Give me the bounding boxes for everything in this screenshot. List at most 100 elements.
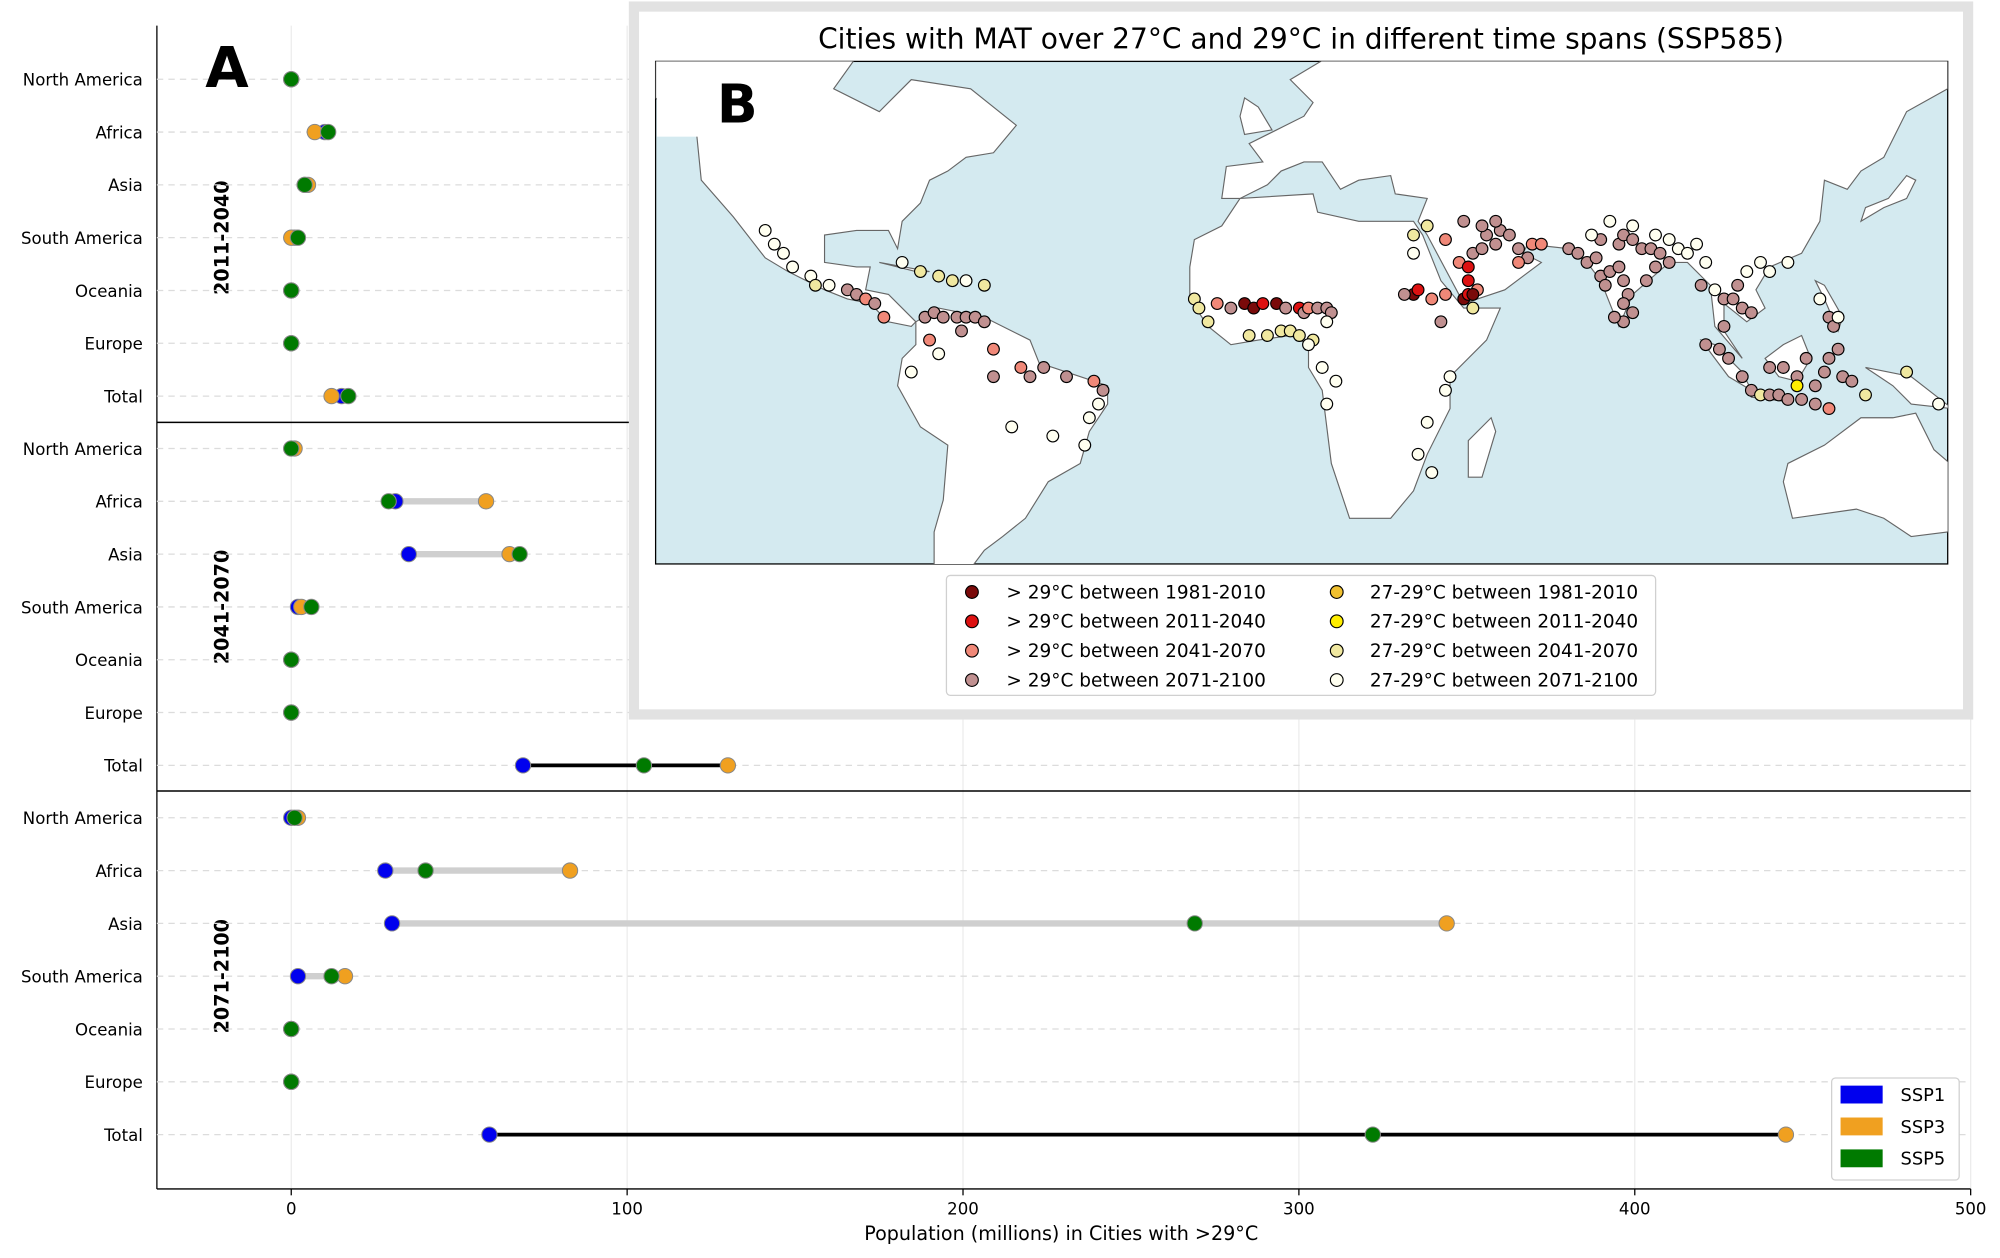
city-point — [777, 246, 790, 260]
point-ssp1 — [481, 1126, 498, 1143]
point-ssp3 — [561, 862, 579, 879]
city-point — [913, 265, 927, 278]
region-label: Oceania — [75, 651, 143, 670]
region-label: South America — [21, 598, 143, 617]
point-ssp1 — [514, 757, 532, 774]
city-point — [1534, 237, 1548, 251]
city-point — [1037, 361, 1051, 374]
city-point — [1617, 297, 1630, 310]
city-point — [1808, 379, 1822, 393]
city-point — [767, 237, 781, 251]
city-point — [786, 260, 800, 274]
city-point — [1425, 292, 1439, 306]
point-ssp5 — [417, 862, 434, 879]
city-point — [1046, 429, 1060, 443]
city-point — [1822, 402, 1836, 416]
city-point — [977, 315, 991, 329]
city-point — [1315, 361, 1329, 374]
city-point — [1512, 255, 1525, 269]
legend-label: SSP1 — [1901, 1085, 1946, 1106]
city-point — [1763, 361, 1777, 374]
x-tick-label: 400 — [1619, 1199, 1651, 1218]
city-point — [1407, 246, 1420, 260]
city-point — [1699, 338, 1713, 352]
city-point — [1224, 301, 1238, 315]
city-point — [1260, 329, 1274, 342]
city-point — [1461, 260, 1475, 274]
city-point — [1603, 214, 1617, 228]
point-ssp5 — [320, 123, 337, 141]
city-point — [1626, 306, 1640, 320]
city-point — [987, 342, 1000, 356]
city-point — [1708, 283, 1722, 297]
point-ssp3 — [477, 493, 495, 510]
group-label: 2071-2100 — [210, 919, 233, 1033]
x-tick-label: 300 — [1283, 1199, 1315, 1218]
city-point — [1489, 237, 1503, 251]
city-point — [932, 269, 946, 283]
x-tick-label: 0 — [286, 1199, 297, 1218]
point-ssp3 — [719, 757, 737, 774]
city-point — [1649, 228, 1662, 242]
point-ssp5 — [303, 598, 320, 616]
city-point — [1662, 233, 1676, 247]
map-legend-marker — [964, 614, 979, 629]
city-point — [1461, 274, 1475, 288]
point-ssp1 — [289, 968, 307, 985]
city-point — [1087, 374, 1101, 388]
map-legend-box — [945, 574, 1657, 696]
point-ssp5 — [283, 440, 300, 457]
city-point — [1813, 292, 1827, 306]
point-ssp5 — [283, 651, 300, 668]
city-point — [936, 310, 950, 324]
point-ssp3 — [1438, 915, 1455, 932]
city-point — [1329, 374, 1343, 388]
region-label: South America — [21, 229, 143, 248]
city-point — [1740, 265, 1754, 278]
city-point — [1585, 228, 1599, 242]
city-point — [1434, 315, 1448, 329]
city-point — [1744, 306, 1758, 320]
map-legend-marker — [1329, 643, 1344, 658]
map-legend-label: > 29°C between 1981-2010 — [1006, 582, 1265, 603]
legend-swatch-ssp1 — [1840, 1085, 1883, 1104]
point-ssp5 — [283, 1020, 300, 1038]
region-label: Europe — [85, 704, 143, 723]
city-point — [1023, 370, 1037, 384]
point-ssp5 — [296, 176, 313, 194]
point-ssp5 — [286, 809, 303, 826]
region-label: Oceania — [75, 282, 143, 301]
map-legend-marker — [964, 673, 979, 687]
city-point — [1420, 415, 1434, 429]
city-point — [959, 274, 973, 288]
point-ssp5 — [283, 1073, 300, 1090]
landmass-eurasia — [1221, 61, 1948, 359]
group-label: 2041-2070 — [210, 550, 233, 664]
city-point — [1649, 260, 1662, 274]
region-label: Total — [103, 757, 143, 776]
city-point — [1078, 438, 1092, 452]
city-point — [1681, 246, 1694, 260]
city-point — [1699, 255, 1713, 269]
map-legend-marker — [1329, 585, 1344, 599]
point-ssp1 — [377, 862, 394, 879]
landmass-madagascar — [1467, 416, 1497, 478]
city-point — [1320, 397, 1334, 411]
city-point — [1754, 255, 1767, 269]
city-point — [1712, 342, 1726, 356]
region-label: North America — [23, 440, 143, 459]
city-point — [1831, 310, 1845, 324]
point-ssp1 — [400, 545, 417, 563]
region-label: Asia — [108, 176, 143, 195]
region-label: Africa — [96, 862, 143, 881]
point-ssp5 — [1364, 1126, 1381, 1143]
city-point — [955, 324, 968, 338]
city-point — [1617, 274, 1630, 288]
x-axis-label: Population (millions) in Cities with >29… — [864, 1222, 1258, 1245]
region-label: North America — [23, 71, 143, 90]
region-label: Total — [103, 387, 143, 406]
city-point — [1731, 278, 1745, 292]
map-legend-marker — [964, 585, 979, 599]
city-point — [1425, 466, 1439, 480]
